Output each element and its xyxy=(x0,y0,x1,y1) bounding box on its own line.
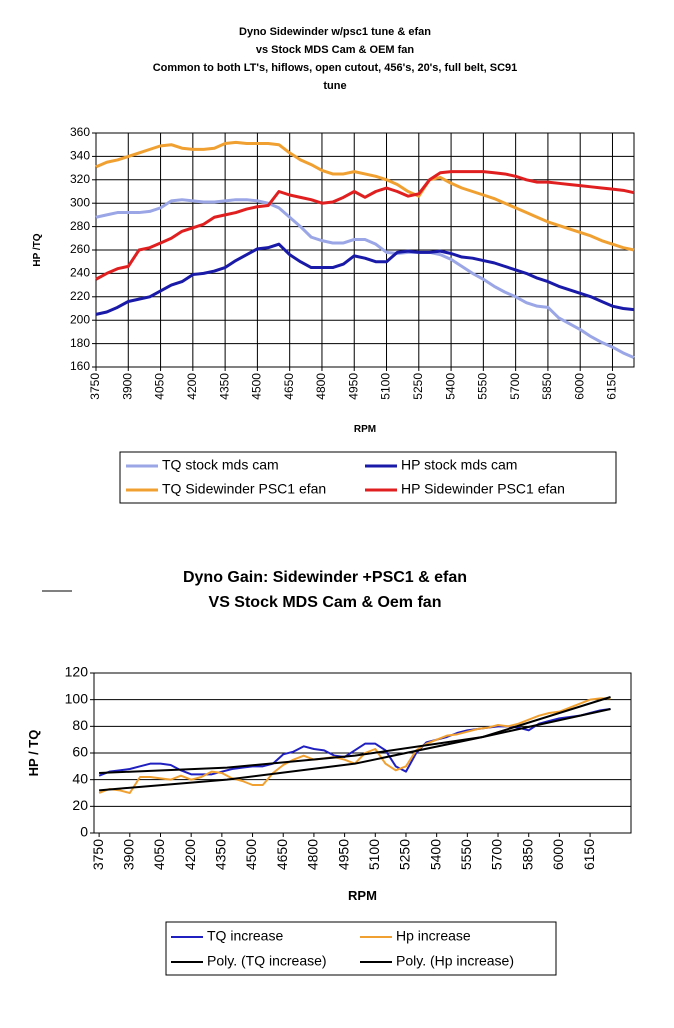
y-tick-label: 20 xyxy=(72,797,88,813)
y-tick-label: 200 xyxy=(70,312,90,326)
x-tick-label: 6000 xyxy=(550,839,566,870)
y-tick-label: 320 xyxy=(70,172,90,186)
x-tick-label: 4350 xyxy=(213,839,229,870)
y-tick-label: 0 xyxy=(80,824,88,840)
x-tick-label: 5700 xyxy=(508,373,522,400)
x-tick-label: 5100 xyxy=(366,839,382,870)
legend-label: TQ increase xyxy=(207,928,283,944)
x-tick-label: 6000 xyxy=(572,373,586,400)
x-tick-label: 4800 xyxy=(314,373,328,400)
x-tick-label: 4650 xyxy=(274,839,290,870)
y-tick-label: 180 xyxy=(70,336,90,350)
x-tick-label: 3750 xyxy=(88,373,102,400)
x-tick-label: 5100 xyxy=(379,373,393,400)
y-tick-label: 80 xyxy=(72,717,88,733)
chart-title: tune xyxy=(323,80,346,92)
x-tick-label: 6150 xyxy=(581,839,597,870)
data-line xyxy=(98,708,611,777)
y-axis-label: HP / TQ xyxy=(26,730,41,777)
y-tick-label: 220 xyxy=(70,289,90,303)
legend-label: Poly. (TQ increase) xyxy=(207,953,327,969)
x-tick-label: 4350 xyxy=(217,373,231,400)
x-tick-label: 5400 xyxy=(427,839,443,870)
x-tick-label: 4950 xyxy=(346,373,360,400)
data-line xyxy=(95,242,635,316)
y-tick-label: 100 xyxy=(65,690,89,706)
x-tick-label: 3900 xyxy=(121,839,137,870)
data-line xyxy=(95,140,635,252)
x-axis-label: RPM xyxy=(348,888,377,903)
y-tick-label: 280 xyxy=(70,219,90,233)
y-tick-label: 240 xyxy=(70,266,90,280)
chart-title: Dyno Sidewinder w/psc1 tune & efan xyxy=(239,26,431,38)
x-tick-label: 3900 xyxy=(120,373,134,400)
x-tick-label: 5550 xyxy=(476,373,490,400)
x-tick-label: 4650 xyxy=(282,373,296,400)
x-tick-label: 5250 xyxy=(411,373,425,400)
x-tick-label: 4500 xyxy=(250,373,264,400)
legend-label: TQ stock mds cam xyxy=(162,457,279,473)
x-tick-label: 4050 xyxy=(153,373,167,400)
x-tick-label: 4950 xyxy=(335,839,351,870)
x-tick-label: 4200 xyxy=(182,839,198,870)
x-tick-label: 5400 xyxy=(443,373,457,400)
y-tick-label: 300 xyxy=(70,195,90,209)
chart-title: VS Stock MDS Cam & Oem fan xyxy=(209,594,442,611)
x-tick-label: 5850 xyxy=(540,373,554,400)
data-line xyxy=(99,708,611,774)
legend-box xyxy=(119,451,617,504)
y-tick-label: 40 xyxy=(72,770,88,786)
x-tick-label: 4800 xyxy=(305,839,321,870)
legend-label: Poly. (Hp increase) xyxy=(396,953,514,969)
legend-label: Hp increase xyxy=(396,928,471,944)
x-tick-label: 5850 xyxy=(519,839,535,870)
x-tick-label: 3750 xyxy=(90,839,106,870)
y-tick-label: 340 xyxy=(70,149,90,163)
x-tick-label: 4500 xyxy=(243,839,259,870)
chart-title: vs Stock MDS Cam & OEM fan xyxy=(256,44,415,56)
x-tick-label: 5250 xyxy=(397,839,413,870)
x-axis-label: RPM xyxy=(354,424,376,435)
y-axis-label: HP /TQ xyxy=(32,233,43,266)
x-tick-label: 4200 xyxy=(185,373,199,400)
data-line xyxy=(95,198,635,360)
chart-title: Common to both LT's, hiflows, open cutou… xyxy=(153,62,518,74)
legend-label: TQ Sidewinder PSC1 efan xyxy=(162,481,326,497)
y-tick-label: 260 xyxy=(70,242,90,256)
chart-title: Dyno Gain: Sidewinder +PSC1 & efan xyxy=(183,569,467,586)
x-tick-label: 5700 xyxy=(489,839,505,870)
x-tick-label: 5550 xyxy=(458,839,474,870)
legend-label: HP stock mds cam xyxy=(401,457,517,473)
y-tick-label: 120 xyxy=(65,664,89,680)
legend-label: HP Sidewinder PSC1 efan xyxy=(401,481,565,497)
x-tick-label: 6150 xyxy=(605,373,619,400)
y-tick-label: 160 xyxy=(70,359,90,373)
legend-box xyxy=(165,921,557,976)
x-tick-label: 4050 xyxy=(151,839,167,870)
y-tick-label: 60 xyxy=(72,744,88,760)
y-tick-label: 360 xyxy=(70,125,90,139)
data-line xyxy=(99,696,611,792)
data-line xyxy=(95,170,635,281)
